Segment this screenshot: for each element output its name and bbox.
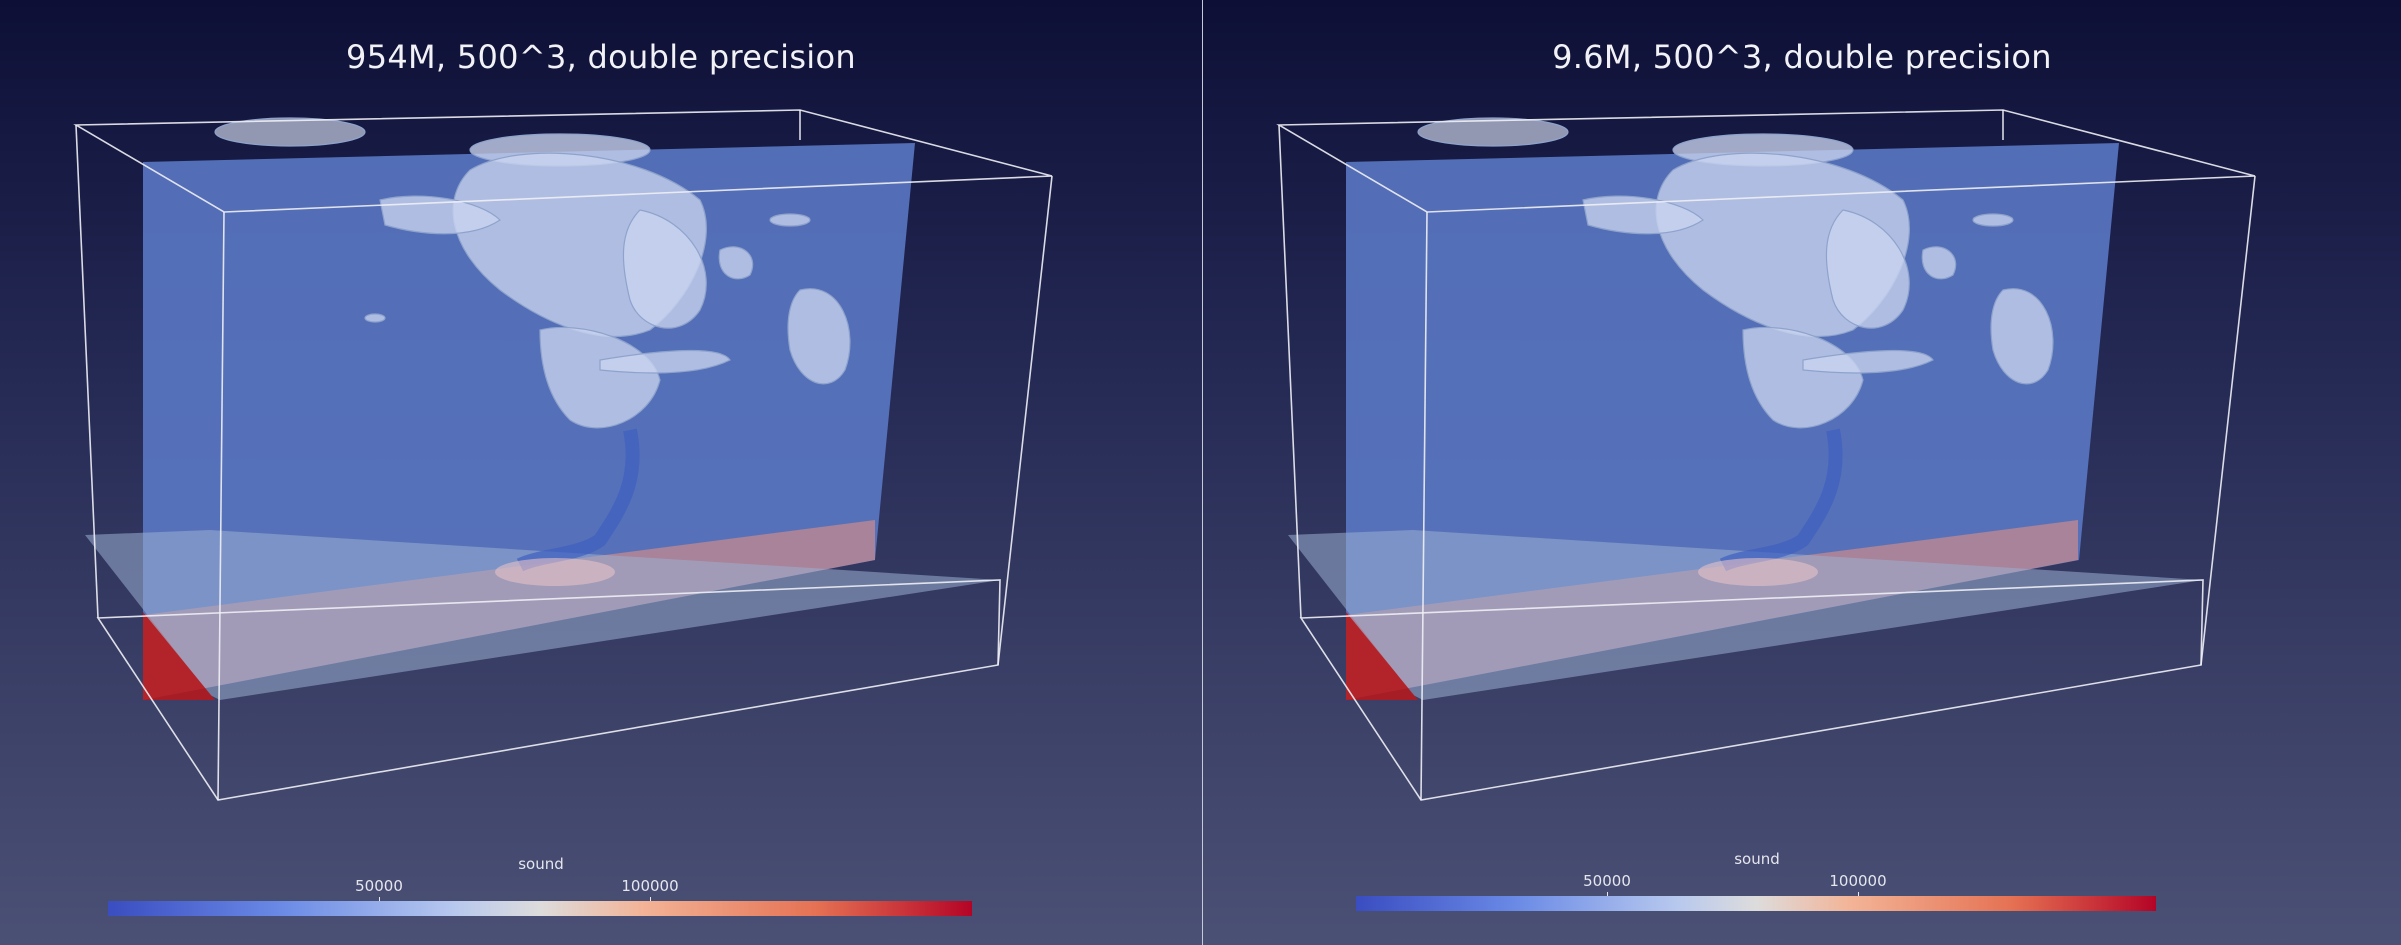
outline-box bbox=[1276, 109, 2256, 801]
plume bbox=[1719, 428, 1843, 572]
colorbar-tick-label: 50000 bbox=[355, 877, 403, 895]
impact-ring bbox=[495, 558, 615, 586]
color-legend: sound 50000 100000 bbox=[108, 855, 972, 916]
colorbar-tick-mark bbox=[650, 897, 651, 904]
colorbar-tick-label: 100000 bbox=[1829, 872, 1887, 890]
side-slice-red bbox=[1346, 612, 1418, 700]
view-title: 954M, 500^3, double precision bbox=[346, 38, 856, 76]
view-splitter[interactable] bbox=[1202, 0, 1203, 945]
color-legend: sound 50000 100000 bbox=[1356, 850, 2156, 911]
colorbar-title: sound bbox=[1734, 850, 1780, 868]
colorbar-tick-mark bbox=[1607, 892, 1608, 899]
render-view-right[interactable]: 9.6M, 500^3, double precision bbox=[1203, 0, 2401, 945]
view-title: 9.6M, 500^3, double precision bbox=[1552, 38, 2052, 76]
plume bbox=[516, 428, 640, 572]
render-view-left[interactable]: 954M, 500^3, double precision bbox=[0, 0, 1202, 945]
colorbar-gradient bbox=[1356, 896, 2156, 911]
volume-scene[interactable] bbox=[1203, 0, 2401, 945]
side-slice-red bbox=[143, 612, 215, 700]
colorbar-tick-label: 50000 bbox=[1583, 872, 1631, 890]
horizontal-slice bbox=[1288, 530, 2203, 700]
colorbar-tick-label: 100000 bbox=[621, 877, 679, 895]
horizontal-slice bbox=[85, 530, 1000, 700]
outline-box bbox=[73, 109, 1053, 801]
colorbar-tick-mark bbox=[379, 897, 380, 904]
colorbar-gradient bbox=[108, 901, 972, 916]
colorbar-tick-mark bbox=[1858, 892, 1859, 899]
colorbar-title: sound bbox=[518, 855, 564, 873]
impact-ring bbox=[1698, 558, 1818, 586]
volume-scene[interactable] bbox=[0, 0, 1202, 945]
